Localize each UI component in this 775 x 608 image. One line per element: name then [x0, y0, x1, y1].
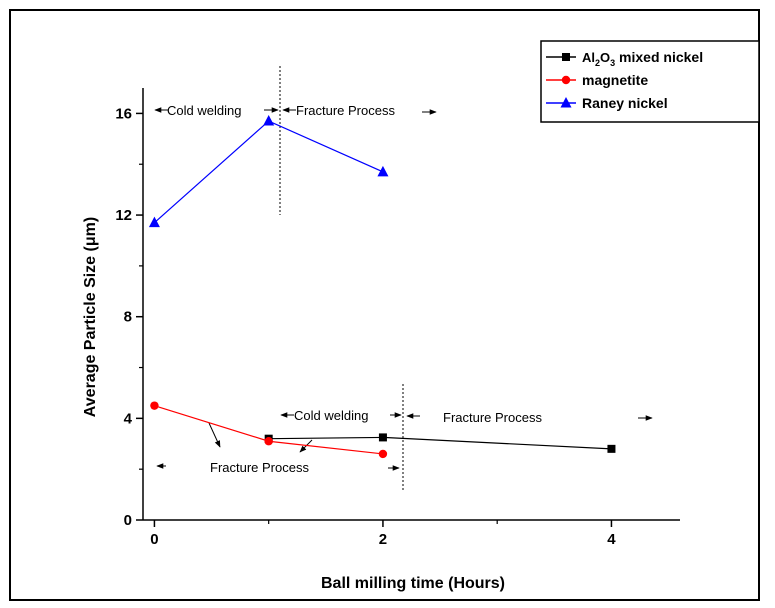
axes	[142, 88, 680, 521]
legend-label-2: Raney nickel	[582, 95, 668, 111]
data-point-1-0	[150, 401, 159, 410]
x-axis-title: Ball milling time (Hours)	[321, 575, 505, 592]
y-tick-label: 4	[124, 410, 133, 427]
series	[148, 115, 616, 459]
legend-label-1: magnetite	[582, 72, 648, 88]
y-tick-label: 12	[115, 207, 132, 224]
x-tick-label: 4	[607, 531, 616, 548]
lower-fracture-left-label: Fracture Process	[210, 460, 309, 475]
legend: Al2O3 mixed nickel magnetite Raney nickel	[540, 40, 760, 123]
data-point-1-2	[378, 449, 388, 459]
lower-cold-welding-label: Cold welding	[294, 408, 368, 423]
magnetite-pointer-arrow-1	[208, 422, 221, 448]
y-tick-label: 16	[115, 105, 132, 122]
legend-box	[540, 40, 760, 123]
upper-cold-welding-label: Cold welding	[167, 103, 241, 118]
data-point-2-2	[377, 165, 389, 177]
lower-fracture-right-label: Fracture Process	[443, 410, 542, 425]
legend-marker-1	[561, 75, 571, 85]
data-point-1-1	[264, 437, 273, 446]
data-point-0-1	[378, 433, 387, 442]
legend-marker-0	[562, 53, 570, 61]
x-tick-label: 2	[379, 531, 387, 548]
magnetite-pointer-arrow-2	[299, 439, 313, 453]
y-tick-label: 0	[124, 512, 132, 529]
data-point-2-0	[148, 216, 160, 228]
x-tick-label: 0	[150, 531, 158, 548]
ticks: 0 2 4 0 4 8 12 16	[115, 105, 616, 548]
legend-label-0: Al2O3 mixed nickel	[582, 49, 703, 68]
legend-marker-2	[560, 97, 572, 108]
upper-fracture-label: Fracture Process	[296, 103, 395, 118]
y-axis-title: Average Particle Size (μm)	[82, 217, 99, 417]
y-tick-label: 8	[124, 309, 132, 326]
data-point-2-1	[263, 115, 275, 126]
series-line-2	[154, 120, 384, 224]
data-point-0-2	[607, 444, 616, 453]
annotations: Cold welding Fracture Process Cold welding…	[154, 66, 653, 492]
